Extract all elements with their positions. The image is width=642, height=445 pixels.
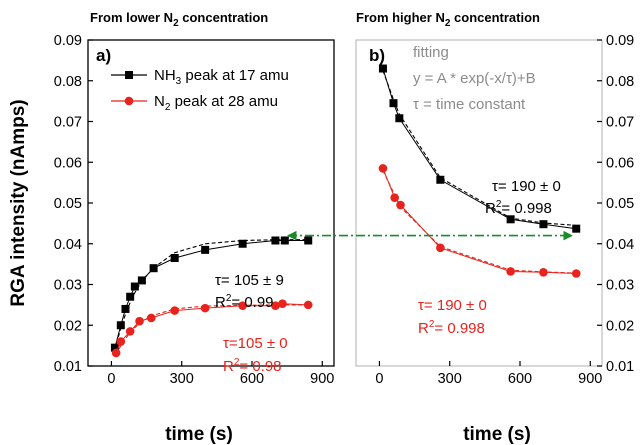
- panel-title: From higher N2 concentration: [356, 10, 540, 29]
- data-point: [436, 243, 445, 253]
- y-tick-label: 0.09: [606, 33, 634, 49]
- data-point: [200, 303, 210, 313]
- data-point: [506, 267, 515, 276]
- y-tick-label: 0.08: [54, 74, 82, 90]
- annotation-r2: R2= 0.99: [215, 293, 274, 311]
- y-tick-label: 0.05: [54, 196, 82, 212]
- annotation-r2: R2= 0.998: [485, 199, 552, 217]
- y-axis-label: RGA intensity (nAmps): [8, 99, 29, 306]
- annotation-r2: R2= 0.998: [418, 319, 485, 337]
- y-tick-label: 0.01: [54, 359, 82, 375]
- data-point: [116, 321, 125, 330]
- legend-label: N2 peak at 28 amu: [154, 93, 278, 113]
- y-tick-label: 0.04: [606, 237, 634, 253]
- data-point: [436, 175, 445, 184]
- plot-frame: [355, 39, 603, 367]
- y-tick-label: 0.08: [606, 74, 634, 90]
- data-point: [539, 220, 548, 229]
- data-point: [126, 292, 135, 301]
- y-tick-label: 0.06: [606, 155, 634, 171]
- series-n2: [111, 299, 313, 358]
- fit-legend-line: fitting: [413, 44, 449, 61]
- y-tick-label: 0.05: [606, 196, 634, 212]
- annotation-tau: τ= 190 ± 0: [492, 178, 561, 195]
- data-line: [114, 240, 309, 348]
- data-point: [238, 301, 247, 310]
- data-point: [125, 327, 135, 336]
- data-point: [506, 215, 515, 224]
- y-tick-label: 0.03: [606, 278, 634, 294]
- series-n2: [378, 164, 581, 278]
- data-point: [170, 306, 179, 315]
- x-tick-label: 300: [438, 371, 462, 387]
- fit-line: [114, 239, 309, 350]
- data-point: [303, 300, 313, 310]
- data-point: [271, 301, 280, 310]
- annotation-tau: τ= 190 ± 0: [418, 297, 487, 314]
- x-tick-label: 300: [170, 371, 194, 387]
- series-nh3: [378, 64, 581, 233]
- y-tick-label: 0.04: [54, 237, 82, 253]
- fit-legend-line: τ = time constant: [413, 96, 526, 113]
- data-point: [395, 114, 404, 123]
- x-axis-label: time (s): [463, 424, 531, 445]
- data-point: [278, 299, 287, 308]
- x-tick-label: 600: [508, 371, 532, 387]
- y-tick-label: 0.06: [54, 155, 82, 171]
- data-point: [304, 236, 313, 245]
- data-point: [539, 267, 548, 277]
- annotation-tau: τ= 105 ± 9: [215, 272, 284, 289]
- data-point: [130, 282, 139, 291]
- y-tick-label: 0.07: [54, 115, 82, 131]
- panel-label: b): [369, 46, 385, 65]
- data-point: [396, 200, 405, 210]
- data-point: [390, 193, 399, 203]
- panel-label: a): [96, 46, 111, 65]
- y-tick-label: 0.02: [606, 318, 634, 334]
- y-tick-label: 0.03: [54, 278, 82, 294]
- data-point: [378, 164, 388, 173]
- data-point: [149, 264, 158, 273]
- y-tick-label: 0.09: [54, 33, 82, 49]
- data-point: [571, 269, 581, 278]
- fit-legend-line: y = A * exp(-x/τ)+B: [413, 70, 536, 87]
- x-tick-label: 0: [107, 371, 115, 387]
- data-point: [280, 236, 289, 245]
- data-point: [137, 276, 146, 285]
- annotation-tau: τ=105 ± 0: [223, 335, 288, 352]
- data-point: [389, 99, 398, 108]
- data-point: [110, 343, 119, 352]
- legend: NH3 peak at 17 amu N2 peak at 28 amu: [111, 67, 289, 113]
- data-point: [201, 245, 210, 254]
- data-point: [170, 254, 179, 263]
- x-tick-label: 900: [310, 371, 334, 387]
- legend-marker: [124, 96, 134, 106]
- legend-marker: [125, 71, 133, 79]
- data-point: [238, 239, 247, 248]
- data-point: [146, 313, 156, 323]
- series-nh3: [110, 236, 313, 352]
- x-tick-label: 0: [375, 371, 383, 387]
- data-point: [135, 316, 144, 326]
- data-point: [572, 224, 581, 233]
- data-point: [121, 304, 130, 313]
- y-tick-label: 0.02: [54, 318, 82, 334]
- x-tick-label: 600: [240, 371, 264, 387]
- y-tick-label: 0.01: [606, 359, 634, 375]
- data-point: [111, 348, 121, 358]
- x-tick-label: 900: [578, 371, 602, 387]
- panel-title: From lower N2 concentration: [90, 10, 268, 29]
- data-point: [116, 337, 126, 346]
- fit-line: [115, 304, 309, 355]
- panel-b: 0.01 0.02 0.03 0.04 0.05 0.06 0.07 0.08 0.09 0 300…: [355, 10, 634, 445]
- annotation-r2: R2= 0.98: [223, 357, 282, 375]
- legend-label: NH3 peak at 17 amu: [154, 67, 289, 87]
- panel-a: 0.01 0.02 0.03 0.04 0.05 0.06 0.07 0.08 0.09 0 300…: [54, 10, 335, 445]
- data-point: [378, 64, 387, 73]
- data-point: [271, 236, 280, 245]
- y-tick-label: 0.07: [606, 115, 634, 131]
- x-axis-label: time (s): [165, 424, 233, 445]
